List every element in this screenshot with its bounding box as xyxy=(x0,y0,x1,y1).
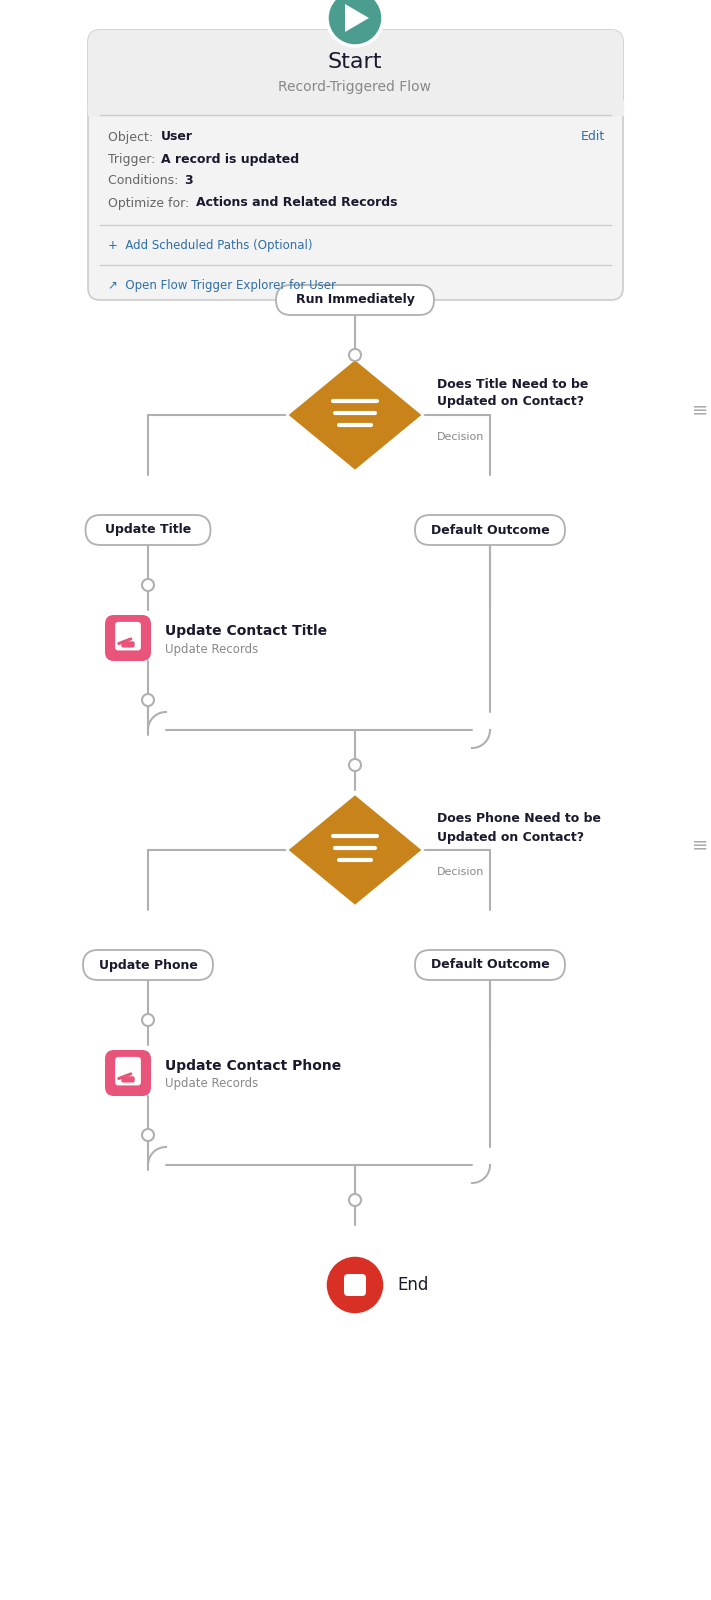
Text: 3: 3 xyxy=(184,174,193,187)
Circle shape xyxy=(349,1194,361,1206)
Circle shape xyxy=(142,579,154,590)
Circle shape xyxy=(325,1254,385,1315)
Text: Start: Start xyxy=(328,51,383,72)
Text: Does Title Need to be
Updated on Contact?: Does Title Need to be Updated on Contact… xyxy=(437,378,589,408)
Circle shape xyxy=(327,0,383,46)
FancyBboxPatch shape xyxy=(122,1077,134,1083)
Text: Update Phone: Update Phone xyxy=(99,958,198,971)
FancyBboxPatch shape xyxy=(105,614,151,661)
Text: ≡: ≡ xyxy=(692,835,708,854)
Text: Record-Triggered Flow: Record-Triggered Flow xyxy=(279,80,432,94)
Polygon shape xyxy=(287,358,423,470)
FancyBboxPatch shape xyxy=(415,950,565,979)
Text: Conditions:: Conditions: xyxy=(108,174,183,187)
Circle shape xyxy=(142,1014,154,1026)
Text: Edit: Edit xyxy=(581,131,605,144)
Text: Trigger:: Trigger: xyxy=(108,152,159,165)
Text: A record is updated: A record is updated xyxy=(161,152,299,165)
Circle shape xyxy=(142,1130,154,1141)
Text: Does Phone Need to be
Updated on Contact?: Does Phone Need to be Updated on Contact… xyxy=(437,813,601,843)
FancyBboxPatch shape xyxy=(83,950,213,979)
Text: Default Outcome: Default Outcome xyxy=(431,523,550,536)
Text: Update Contact Title: Update Contact Title xyxy=(165,624,327,638)
Circle shape xyxy=(142,694,154,706)
FancyBboxPatch shape xyxy=(88,30,623,301)
FancyBboxPatch shape xyxy=(276,285,434,315)
Polygon shape xyxy=(287,794,423,906)
Polygon shape xyxy=(345,3,369,32)
Text: Decision: Decision xyxy=(437,432,484,442)
FancyBboxPatch shape xyxy=(85,515,210,546)
Text: Run Immediately: Run Immediately xyxy=(296,293,415,307)
Text: ↗  Open Flow Trigger Explorer for User: ↗ Open Flow Trigger Explorer for User xyxy=(108,278,336,291)
Text: End: End xyxy=(397,1277,428,1294)
Text: User: User xyxy=(161,131,193,144)
Circle shape xyxy=(349,758,361,771)
FancyBboxPatch shape xyxy=(122,642,134,648)
Text: Update Title: Update Title xyxy=(105,523,191,536)
Text: Actions and Related Records: Actions and Related Records xyxy=(196,197,397,210)
Circle shape xyxy=(349,349,361,362)
Text: Object:: Object: xyxy=(108,131,157,144)
Text: Update Records: Update Records xyxy=(165,1077,258,1091)
Text: Default Outcome: Default Outcome xyxy=(431,958,550,971)
FancyBboxPatch shape xyxy=(344,1274,366,1296)
Text: Decision: Decision xyxy=(437,867,484,877)
FancyBboxPatch shape xyxy=(115,1058,141,1085)
Text: Update Records: Update Records xyxy=(165,643,258,656)
FancyBboxPatch shape xyxy=(415,515,565,546)
Text: +  Add Scheduled Paths (Optional): + Add Scheduled Paths (Optional) xyxy=(108,238,313,251)
Text: Update Contact Phone: Update Contact Phone xyxy=(165,1059,341,1074)
FancyBboxPatch shape xyxy=(115,622,141,651)
FancyBboxPatch shape xyxy=(88,30,623,115)
Text: Optimize for:: Optimize for: xyxy=(108,197,193,210)
FancyBboxPatch shape xyxy=(105,1050,151,1096)
Text: ≡: ≡ xyxy=(692,400,708,419)
